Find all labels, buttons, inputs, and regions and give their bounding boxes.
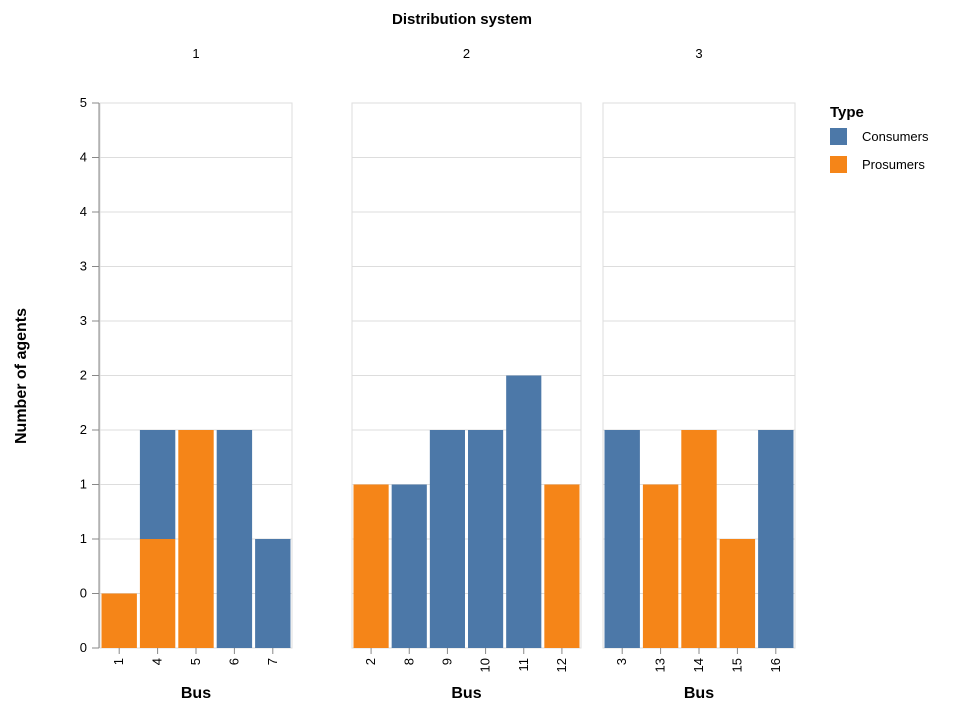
bar-prosumers-bus-2 — [353, 484, 389, 648]
x-tick-label: 15 — [729, 658, 744, 672]
bar-consumers-bus-11 — [506, 375, 542, 648]
x-tick-label: 2 — [363, 658, 378, 665]
bar-consumers-bus-3 — [604, 430, 640, 648]
bar-consumers-bus-8 — [391, 484, 427, 648]
y-axis: 0 0 1 1 2 2 3 3 4 4 5 — [80, 95, 100, 655]
y-tick-label: 0 — [80, 586, 87, 601]
x-tick-label: 10 — [478, 658, 493, 672]
legend-swatch-consumers — [830, 128, 847, 145]
bar-consumers-bus-16 — [758, 430, 794, 648]
y-axis-title: Number of agents — [13, 308, 30, 444]
x-axis-title: Bus — [181, 685, 211, 702]
y-tick-label: 3 — [80, 259, 87, 274]
bar-consumers-bus-4 — [139, 430, 176, 539]
legend-title: Type — [830, 104, 864, 121]
facet-panel-2: 2 2 8 9 10 11 12 Bus — [351, 46, 582, 702]
x-tick-label: 3 — [614, 658, 629, 665]
chart-title: Distribution system — [392, 11, 532, 28]
y-tick-label: 2 — [80, 368, 87, 383]
x-tick-label: 4 — [150, 658, 165, 665]
x-tick-label: 6 — [226, 658, 241, 665]
bar-prosumers-bus-12 — [544, 484, 580, 648]
bar-prosumers-bus-15 — [719, 539, 756, 648]
bar-prosumers-bus-4 — [139, 539, 176, 648]
legend: Type Consumers Prosumers — [830, 104, 929, 173]
facet-label: 2 — [463, 46, 470, 61]
x-tick-label: 12 — [554, 658, 569, 672]
y-tick-label: 4 — [80, 150, 87, 165]
y-tick-label: 1 — [80, 477, 87, 492]
facet-label: 1 — [192, 46, 199, 61]
y-tick-label: 0 — [80, 640, 87, 655]
bar-prosumers-bus-1 — [101, 593, 137, 648]
x-tick-label: 11 — [516, 658, 531, 672]
x-tick-label: 5 — [188, 658, 203, 665]
y-tick-label: 2 — [80, 422, 87, 437]
y-tick-label: 5 — [80, 95, 87, 110]
facet-label: 3 — [695, 46, 702, 61]
x-tick-label: 9 — [439, 658, 454, 665]
x-tick-label: 16 — [768, 658, 783, 672]
facet-panel-3: 3 3 13 14 15 16 Bus — [602, 46, 796, 702]
x-tick-label: 14 — [691, 658, 706, 672]
y-tick-label: 3 — [80, 313, 87, 328]
bar-prosumers-bus-14 — [681, 430, 717, 648]
facet-panel-1: 1 1 4 5 6 7 Bus — [99, 46, 293, 702]
x-axis-title: Bus — [451, 685, 481, 702]
bar-consumers-bus-10 — [468, 430, 504, 648]
bar-prosumers-bus-5 — [178, 430, 214, 648]
bar-consumers-bus-9 — [429, 430, 465, 648]
x-tick-label: 1 — [111, 658, 126, 665]
legend-label-prosumers: Prosumers — [862, 157, 925, 172]
bar-prosumers-bus-13 — [642, 484, 679, 648]
y-tick-label: 4 — [80, 204, 87, 219]
x-axis-title: Bus — [684, 685, 714, 702]
x-tick-label: 8 — [401, 658, 416, 665]
legend-swatch-prosumers — [830, 156, 847, 173]
y-tick-label: 1 — [80, 531, 87, 546]
x-tick-label: 13 — [653, 658, 668, 672]
bar-consumers-bus-6 — [216, 430, 253, 648]
bar-consumers-bus-7 — [255, 539, 291, 648]
x-tick-label: 7 — [265, 658, 280, 665]
legend-label-consumers: Consumers — [862, 129, 929, 144]
